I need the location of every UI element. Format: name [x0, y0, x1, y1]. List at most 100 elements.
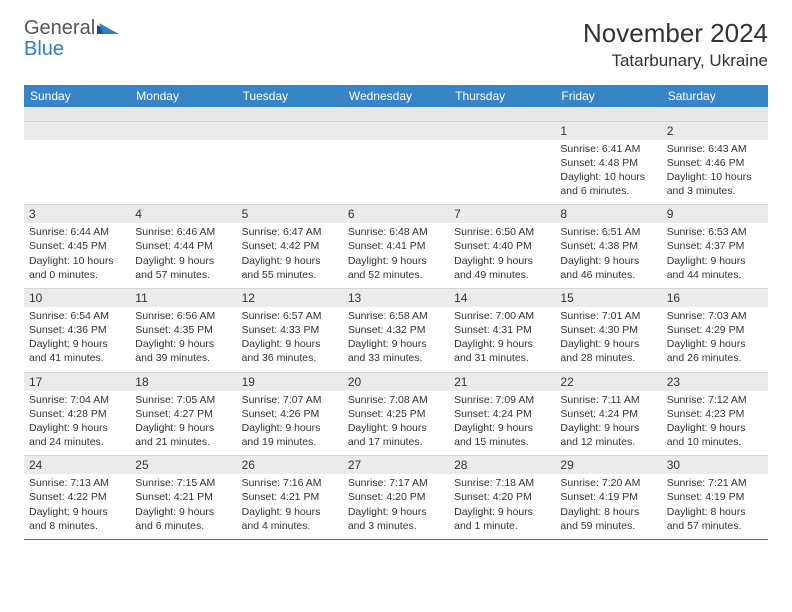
header: General Blue November 2024 Tatarbunary, …: [24, 18, 768, 71]
day-number: 30: [662, 456, 768, 474]
daylight-text: Daylight: 9 hours and 19 minutes.: [242, 421, 338, 449]
sunrise-text: Sunrise: 6:43 AM: [667, 142, 763, 156]
day-details: Sunrise: 6:53 AMSunset: 4:37 PMDaylight:…: [662, 223, 768, 288]
day-cell: 15Sunrise: 7:01 AMSunset: 4:30 PMDayligh…: [555, 288, 661, 372]
calendar-body: 1Sunrise: 6:41 AMSunset: 4:48 PMDaylight…: [24, 121, 768, 539]
spacer-row: [24, 107, 768, 121]
daylight-text: Daylight: 9 hours and 24 minutes.: [29, 421, 125, 449]
col-monday: Monday: [130, 85, 236, 107]
daylight-text: Daylight: 9 hours and 4 minutes.: [242, 505, 338, 533]
sunset-text: Sunset: 4:24 PM: [560, 407, 656, 421]
sunset-text: Sunset: 4:28 PM: [29, 407, 125, 421]
day-number: 16: [662, 289, 768, 307]
day-details: Sunrise: 7:09 AMSunset: 4:24 PMDaylight:…: [449, 391, 555, 456]
day-details: Sunrise: 6:46 AMSunset: 4:44 PMDaylight:…: [130, 223, 236, 288]
title-block: November 2024 Tatarbunary, Ukraine: [583, 18, 768, 71]
day-cell: 9Sunrise: 6:53 AMSunset: 4:37 PMDaylight…: [662, 205, 768, 289]
day-cell: 29Sunrise: 7:20 AMSunset: 4:19 PMDayligh…: [555, 456, 661, 540]
sunrise-text: Sunrise: 7:04 AM: [29, 393, 125, 407]
sunrise-text: Sunrise: 6:57 AM: [242, 309, 338, 323]
day-cell: 16Sunrise: 7:03 AMSunset: 4:29 PMDayligh…: [662, 288, 768, 372]
day-number: 22: [555, 373, 661, 391]
day-details: Sunrise: 7:05 AMSunset: 4:27 PMDaylight:…: [130, 391, 236, 456]
day-number: 28: [449, 456, 555, 474]
sunrise-text: Sunrise: 7:13 AM: [29, 476, 125, 490]
daylight-text: Daylight: 9 hours and 15 minutes.: [454, 421, 550, 449]
day-number: 1: [555, 122, 661, 140]
col-thursday: Thursday: [449, 85, 555, 107]
sunset-text: Sunset: 4:19 PM: [560, 490, 656, 504]
day-cell: 24Sunrise: 7:13 AMSunset: 4:22 PMDayligh…: [24, 456, 130, 540]
day-details: Sunrise: 6:41 AMSunset: 4:48 PMDaylight:…: [555, 140, 661, 205]
day-cell: 3Sunrise: 6:44 AMSunset: 4:45 PMDaylight…: [24, 205, 130, 289]
day-cell: 13Sunrise: 6:58 AMSunset: 4:32 PMDayligh…: [343, 288, 449, 372]
day-cell: 2Sunrise: 6:43 AMSunset: 4:46 PMDaylight…: [662, 121, 768, 205]
day-details: Sunrise: 7:15 AMSunset: 4:21 PMDaylight:…: [130, 474, 236, 539]
col-sunday: Sunday: [24, 85, 130, 107]
day-details: Sunrise: 7:04 AMSunset: 4:28 PMDaylight:…: [24, 391, 130, 456]
day-number: 14: [449, 289, 555, 307]
week-row: 3Sunrise: 6:44 AMSunset: 4:45 PMDaylight…: [24, 205, 768, 289]
sunrise-text: Sunrise: 7:08 AM: [348, 393, 444, 407]
day-number: 15: [555, 289, 661, 307]
sunrise-text: Sunrise: 6:47 AM: [242, 225, 338, 239]
day-number: 8: [555, 205, 661, 223]
sunset-text: Sunset: 4:45 PM: [29, 239, 125, 253]
day-details: Sunrise: 6:51 AMSunset: 4:38 PMDaylight:…: [555, 223, 661, 288]
daylight-text: Daylight: 9 hours and 41 minutes.: [29, 337, 125, 365]
sunrise-text: Sunrise: 6:48 AM: [348, 225, 444, 239]
day-cell: 1Sunrise: 6:41 AMSunset: 4:48 PMDaylight…: [555, 121, 661, 205]
daylight-text: Daylight: 9 hours and 10 minutes.: [667, 421, 763, 449]
day-number: 9: [662, 205, 768, 223]
day-cell: 17Sunrise: 7:04 AMSunset: 4:28 PMDayligh…: [24, 372, 130, 456]
sunrise-text: Sunrise: 7:18 AM: [454, 476, 550, 490]
daylight-text: Daylight: 9 hours and 36 minutes.: [242, 337, 338, 365]
daylight-text: Daylight: 9 hours and 31 minutes.: [454, 337, 550, 365]
day-number: [130, 122, 236, 140]
day-number: 5: [237, 205, 343, 223]
day-number: 25: [130, 456, 236, 474]
day-details: Sunrise: 7:03 AMSunset: 4:29 PMDaylight:…: [662, 307, 768, 372]
sunset-text: Sunset: 4:37 PM: [667, 239, 763, 253]
day-details: Sunrise: 7:16 AMSunset: 4:21 PMDaylight:…: [237, 474, 343, 539]
daylight-text: Daylight: 9 hours and 26 minutes.: [667, 337, 763, 365]
day-number: 19: [237, 373, 343, 391]
day-cell: 7Sunrise: 6:50 AMSunset: 4:40 PMDaylight…: [449, 205, 555, 289]
sunset-text: Sunset: 4:26 PM: [242, 407, 338, 421]
day-cell: 12Sunrise: 6:57 AMSunset: 4:33 PMDayligh…: [237, 288, 343, 372]
day-cell: [130, 121, 236, 205]
day-details: Sunrise: 6:43 AMSunset: 4:46 PMDaylight:…: [662, 140, 768, 205]
day-cell: 18Sunrise: 7:05 AMSunset: 4:27 PMDayligh…: [130, 372, 236, 456]
daylight-text: Daylight: 9 hours and 8 minutes.: [29, 505, 125, 533]
day-number: 21: [449, 373, 555, 391]
daylight-text: Daylight: 9 hours and 33 minutes.: [348, 337, 444, 365]
daylight-text: Daylight: 8 hours and 59 minutes.: [560, 505, 656, 533]
sunset-text: Sunset: 4:21 PM: [135, 490, 231, 504]
sunrise-text: Sunrise: 7:20 AM: [560, 476, 656, 490]
daylight-text: Daylight: 10 hours and 6 minutes.: [560, 170, 656, 198]
sunset-text: Sunset: 4:24 PM: [454, 407, 550, 421]
sunset-text: Sunset: 4:30 PM: [560, 323, 656, 337]
sunrise-text: Sunrise: 7:05 AM: [135, 393, 231, 407]
daylight-text: Daylight: 9 hours and 46 minutes.: [560, 254, 656, 282]
day-cell: 22Sunrise: 7:11 AMSunset: 4:24 PMDayligh…: [555, 372, 661, 456]
day-number: 6: [343, 205, 449, 223]
day-number: 11: [130, 289, 236, 307]
sunset-text: Sunset: 4:31 PM: [454, 323, 550, 337]
sunset-text: Sunset: 4:21 PM: [242, 490, 338, 504]
day-details: [130, 140, 236, 202]
day-details: Sunrise: 6:56 AMSunset: 4:35 PMDaylight:…: [130, 307, 236, 372]
day-details: Sunrise: 6:48 AMSunset: 4:41 PMDaylight:…: [343, 223, 449, 288]
day-number: [24, 122, 130, 140]
sunset-text: Sunset: 4:36 PM: [29, 323, 125, 337]
logo-text-general: General: [24, 17, 95, 39]
daylight-text: Daylight: 9 hours and 28 minutes.: [560, 337, 656, 365]
sunrise-text: Sunrise: 7:11 AM: [560, 393, 656, 407]
day-details: Sunrise: 7:11 AMSunset: 4:24 PMDaylight:…: [555, 391, 661, 456]
daylight-text: Daylight: 9 hours and 1 minute.: [454, 505, 550, 533]
logo-text-blue: Blue: [24, 38, 64, 60]
day-details: Sunrise: 7:08 AMSunset: 4:25 PMDaylight:…: [343, 391, 449, 456]
daylight-text: Daylight: 9 hours and 17 minutes.: [348, 421, 444, 449]
sunset-text: Sunset: 4:38 PM: [560, 239, 656, 253]
sunset-text: Sunset: 4:27 PM: [135, 407, 231, 421]
